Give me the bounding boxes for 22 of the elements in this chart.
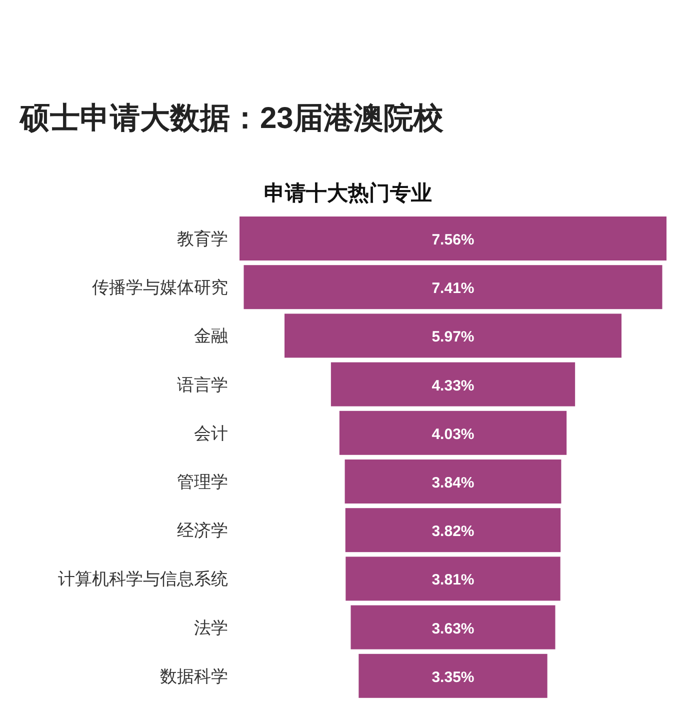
category-label: 数据科学 — [160, 666, 228, 686]
data-label: 3.82% — [432, 523, 474, 540]
data-label: 3.35% — [432, 668, 474, 686]
category-label: 语言学 — [177, 375, 228, 394]
data-label: 4.33% — [432, 377, 474, 394]
category-label: 金融 — [194, 326, 228, 346]
text: 申请十大热门专业 — [264, 181, 432, 205]
data-label: 7.56% — [432, 232, 474, 248]
data-label: 5.97% — [432, 328, 474, 346]
data-label: 3.63% — [432, 620, 474, 638]
text: 硕士申请大数据：23届港澳院校 — [19, 102, 444, 135]
category-label: 管理学 — [177, 472, 228, 492]
category-label: 传播学与媒体研究 — [92, 278, 228, 298]
data-label: 3.81% — [432, 572, 474, 589]
category-label: 会计 — [194, 424, 228, 443]
category-label: 教育学 — [177, 230, 228, 248]
category-label: 经济学 — [177, 521, 228, 540]
category-label: 法学 — [194, 618, 228, 638]
data-label: 7.41% — [432, 280, 474, 298]
data-label: 4.03% — [432, 426, 474, 443]
data-label: 3.84% — [432, 474, 474, 492]
category-label: 计算机科学与信息系统 — [58, 570, 228, 589]
